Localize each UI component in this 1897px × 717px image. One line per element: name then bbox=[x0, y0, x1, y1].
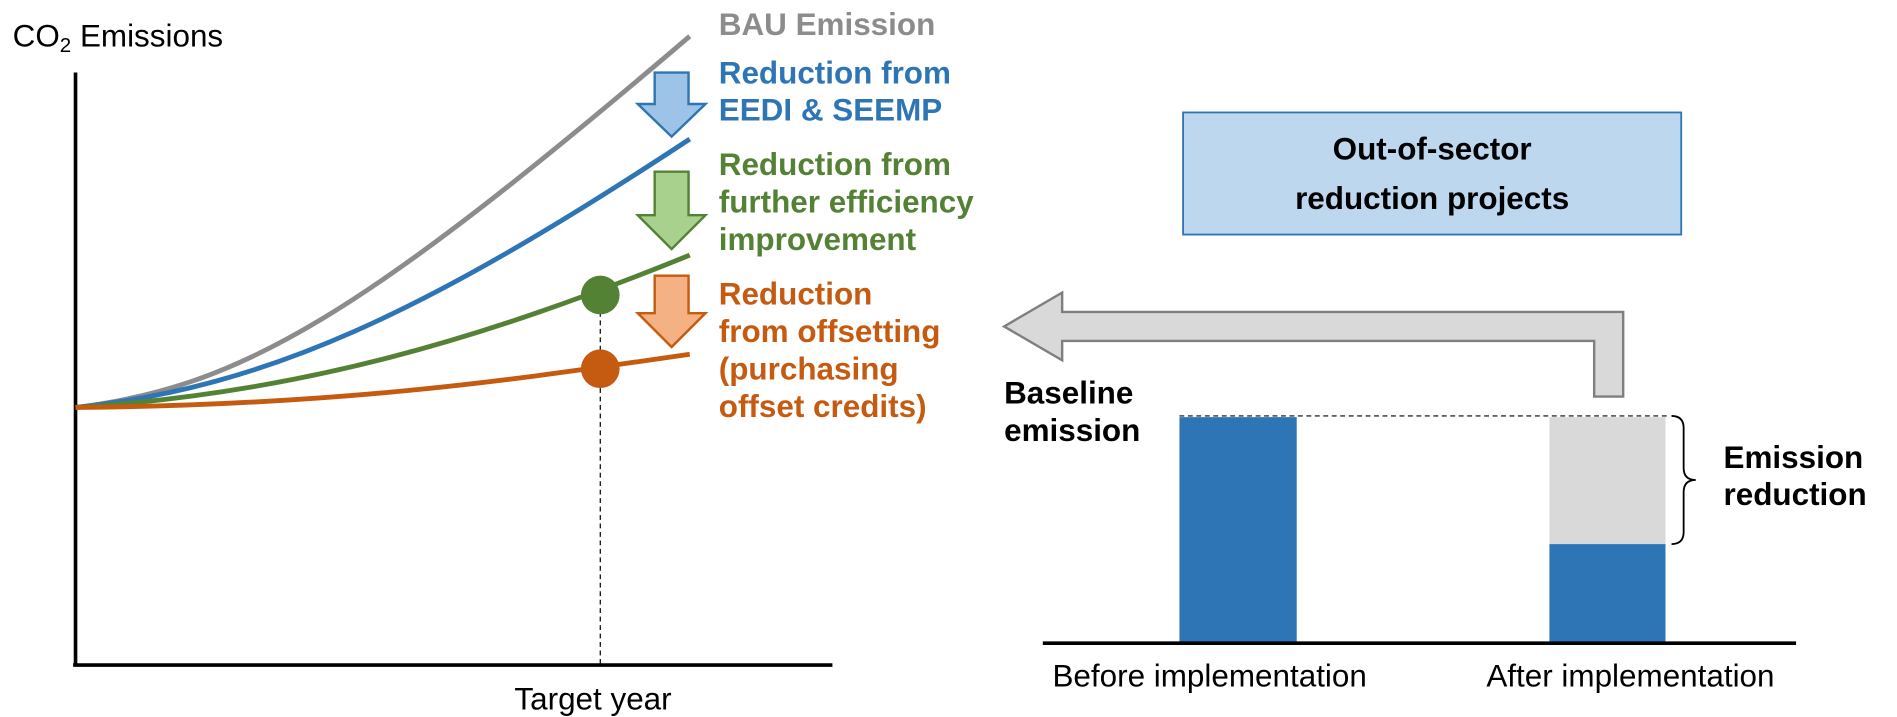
curve-label: (purchasing bbox=[719, 351, 899, 386]
transfer-arrow bbox=[1001, 290, 1625, 398]
curve-label: EEDI & SEEMP bbox=[719, 93, 943, 128]
x-axis-label: Target year bbox=[514, 682, 671, 717]
curve-label: Reduction from bbox=[719, 55, 951, 90]
curve-label: Reduction bbox=[719, 277, 873, 312]
curve-label: improvement bbox=[719, 222, 917, 257]
baseline-label: Baseline bbox=[1004, 376, 1133, 411]
offset-arrow bbox=[634, 274, 709, 349]
before-bar bbox=[1179, 417, 1297, 644]
curve-label: offset credits) bbox=[719, 389, 927, 424]
curve-label: Reduction from bbox=[719, 147, 951, 182]
eedi-curve bbox=[75, 137, 692, 410]
after-bar bbox=[1549, 544, 1666, 644]
brace bbox=[1671, 415, 1696, 546]
y-axis-label: CO2 Emissions bbox=[13, 19, 224, 58]
offset-curve bbox=[75, 351, 691, 410]
box-text: reduction projects bbox=[1295, 181, 1569, 216]
efficiency-arrow bbox=[634, 170, 709, 251]
baseline-label: emission bbox=[1004, 413, 1140, 448]
out-of-sector-box bbox=[1182, 111, 1683, 236]
bar-label: After implementation bbox=[1486, 659, 1774, 694]
reduction-label: Emission bbox=[1724, 440, 1864, 475]
efficiency-dot bbox=[580, 275, 620, 315]
curve-label: further efficiency bbox=[719, 185, 974, 220]
reduction-bar bbox=[1549, 417, 1666, 545]
box-text: Out-of-sector bbox=[1333, 131, 1532, 166]
curve-label: BAU Emission bbox=[719, 7, 936, 42]
curve-label: from offsetting bbox=[719, 314, 941, 349]
offset-dot bbox=[580, 349, 620, 389]
reduction-label: reduction bbox=[1724, 477, 1867, 512]
bar-label: Before implementation bbox=[1052, 659, 1366, 694]
eedi-arrow bbox=[634, 71, 709, 139]
